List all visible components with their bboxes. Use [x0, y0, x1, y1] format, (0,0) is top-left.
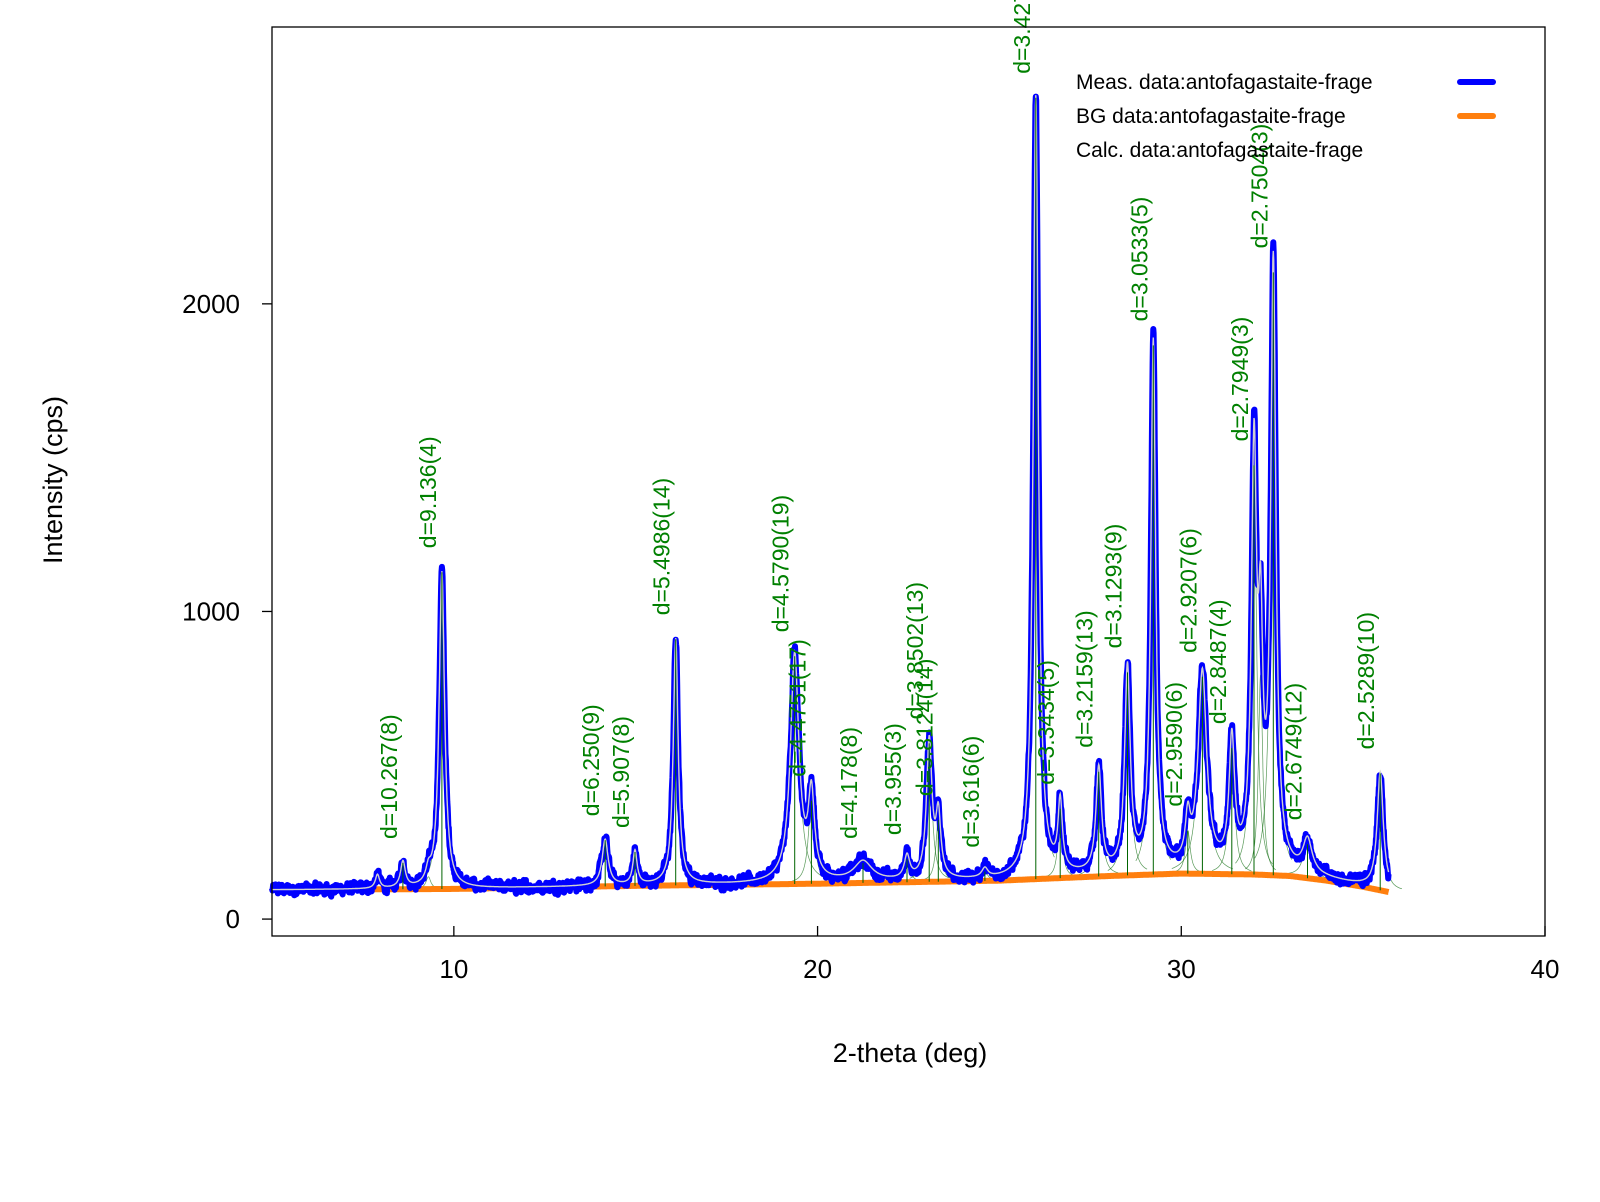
legend-item-measured: Meas. data:antofagastaite-frage — [1076, 71, 1496, 94]
legend: Meas. data:antofagastaite-frage BG data:… — [1076, 71, 1496, 162]
x-tick-label: 30 — [1167, 954, 1196, 984]
legend-label-calculated: Calc. data:antofagastaite-frage — [1076, 139, 1363, 162]
x-axis-ticks: 10 20 30 40 — [439, 926, 1559, 984]
peak-label: d=6.250(9) — [578, 704, 604, 816]
peak-label: d=5.4986(14) — [649, 478, 675, 615]
peak-label: d=4.5790(19) — [768, 495, 794, 632]
peak-label: d=3.8124(14) — [911, 659, 937, 796]
peak-label: d=3.1293(9) — [1101, 524, 1127, 649]
y-tick-label: 0 — [226, 904, 240, 934]
peak-label: d=4.4751(17) — [784, 639, 810, 776]
y-tick-label: 1000 — [182, 596, 240, 626]
peak-label: d=3.955(3) — [880, 723, 906, 835]
peak-label: d=2.5289(10) — [1353, 612, 1379, 749]
legend-item-calculated: Calc. data:antofagastaite-frage — [1076, 139, 1363, 162]
x-tick-label: 10 — [439, 954, 468, 984]
peak-label: d=2.6749(12) — [1281, 683, 1307, 820]
peak-position-markers — [402, 97, 1381, 891]
y-tick-label: 2000 — [182, 289, 240, 319]
x-tick-label: 20 — [803, 954, 832, 984]
legend-item-background: BG data:antofagastaite-frage — [1076, 105, 1496, 128]
peak-label: d=2.9207(6) — [1175, 528, 1201, 653]
peak-label: d=3.42721(9) — [1009, 0, 1035, 74]
peak-label: d=10.267(8) — [376, 714, 402, 839]
y-axis-ticks: 0 1000 2000 — [182, 289, 272, 934]
peak-label: d=2.7949(3) — [1227, 317, 1253, 442]
peak-label: d=4.178(8) — [836, 727, 862, 839]
peak-label: d=9.136(4) — [415, 436, 441, 548]
legend-label-background: BG data:antofagastaite-frage — [1076, 105, 1346, 128]
peak-label: d=3.2159(13) — [1072, 610, 1098, 747]
peak-d-spacing-labels: d=10.267(8) d=9.136(4) d=6.250(9) d=5.907(8… — [376, 0, 1379, 848]
calculated-series — [272, 95, 1390, 891]
y-axis-title: Intensity (cps) — [38, 396, 68, 564]
peak-label: d=5.907(8) — [608, 716, 634, 828]
x-axis-title: 2-theta (deg) — [833, 1038, 988, 1068]
legend-label-measured: Meas. data:antofagastaite-frage — [1076, 71, 1373, 94]
peak-label: d=3.8502(13) — [902, 582, 928, 719]
peak-label: d=2.7504(3) — [1246, 124, 1272, 249]
calculated-data-line — [272, 95, 1390, 891]
peak-label: d=3.3434(5) — [1033, 660, 1059, 785]
peak-label: d=3.0533(5) — [1126, 197, 1152, 322]
peak-label: d=2.9590(6) — [1161, 682, 1187, 807]
plot-frame — [271, 26, 1546, 937]
peak-label: d=3.616(6) — [958, 736, 984, 848]
peak-label: d=2.8487(4) — [1205, 599, 1231, 724]
x-tick-label: 40 — [1531, 954, 1560, 984]
